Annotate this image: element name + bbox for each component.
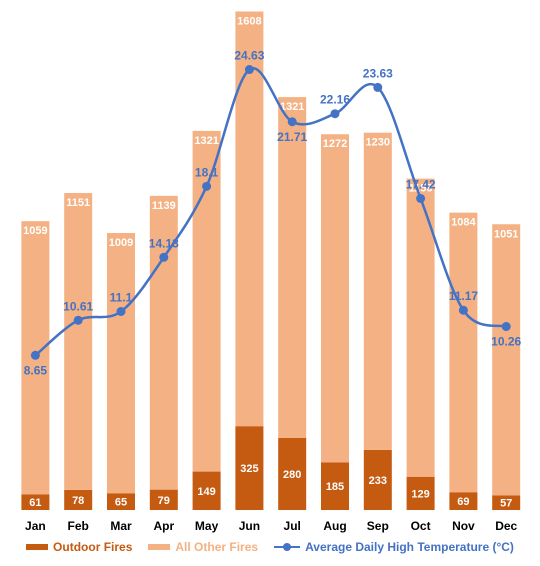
temperature-line: [34, 66, 507, 357]
bar-outdoor-fires-aug: [321, 462, 349, 510]
data-label-outdoor-jun: 325: [240, 463, 258, 475]
legend-label-other-fires: All Other Fires: [175, 540, 259, 554]
temperature-label-feb: 10.61: [63, 299, 93, 313]
x-tick-label-oct: Oct: [411, 519, 431, 533]
data-label-other-jan: 1059: [23, 225, 47, 237]
bar-outdoor-fires-may: [192, 471, 221, 510]
temperature-label-nov: 11.17: [449, 289, 479, 303]
data-label-outdoor-oct: 129: [411, 488, 429, 500]
data-label-outdoor-nov: 69: [457, 496, 469, 508]
legend-label-temperature: Average Daily High Temperature (°C): [305, 540, 514, 554]
x-tick-label-jan: Jan: [25, 519, 46, 533]
bar-outdoor-fires-apr: [149, 489, 178, 510]
bar-other-fires-mar: [107, 233, 135, 494]
legend-item-outdoor-fires: Outdoor Fires: [26, 540, 132, 554]
bar-other-fires-aug: [321, 134, 349, 463]
temperature-point-oct: [416, 193, 426, 203]
data-label-outdoor-apr: 79: [158, 495, 170, 507]
bar-other-fires-jul: [278, 97, 307, 438]
temperature-label-apr: 14.13: [149, 236, 179, 250]
data-label-other-jul: 1321: [280, 101, 304, 113]
data-label-outdoor-jan: 61: [29, 497, 41, 509]
x-tick-label-sep: Sep: [367, 519, 389, 533]
bar-outdoor-fires-feb: [64, 489, 93, 510]
x-tick-label-nov: Nov: [452, 519, 475, 533]
bar-outdoor-fires-oct: [406, 476, 435, 510]
data-label-other-sep: 1230: [366, 137, 390, 149]
temperature-point-feb: [73, 315, 83, 325]
temperature-label-jun: 24.63: [234, 49, 264, 63]
legend-label-outdoor-fires: Outdoor Fires: [53, 540, 133, 554]
data-label-other-apr: 1139: [152, 200, 176, 212]
temperature-point-apr: [159, 252, 169, 262]
temperature-label-sep: 23.63: [363, 66, 393, 80]
bar-outdoor-fires-dec: [492, 495, 521, 510]
temperature-label-aug: 22.16: [320, 93, 350, 107]
chart-area: 61 1059 78 1151 65 1009 79 1139 149 1321 325 1608 28…: [21, 11, 522, 533]
data-label-other-nov: 1084: [451, 217, 476, 229]
temperature-point-dec: [501, 322, 511, 332]
data-label-other-jun: 1608: [237, 15, 261, 27]
temperature-label-may: 18.1: [195, 165, 219, 179]
temperature-label-jan: 8.65: [24, 363, 48, 377]
temperature-point-nov: [458, 305, 468, 315]
legend-swatch-other-fires: [148, 544, 171, 550]
bar-outdoor-fires-nov: [449, 492, 478, 510]
data-label-other-may: 1321: [194, 135, 218, 147]
temperature-point-aug: [330, 109, 340, 119]
data-label-outdoor-aug: 185: [326, 481, 344, 493]
x-tick-label-jul: Jul: [284, 519, 301, 533]
legend-item-temperature: Average Daily High Temperature (°C): [274, 540, 514, 554]
data-label-outdoor-feb: 78: [72, 495, 84, 507]
x-tick-label-aug: Aug: [323, 519, 346, 533]
temperature-point-jul: [287, 117, 297, 127]
data-label-outdoor-may: 149: [197, 486, 215, 498]
temperature-point-jan: [30, 350, 40, 360]
bar-outdoor-fires-sep: [363, 449, 392, 510]
temperature-point-may: [202, 181, 212, 191]
data-label-outdoor-mar: 65: [115, 497, 127, 509]
x-tick-label-jun: Jun: [239, 519, 260, 533]
temperature-line-group: 8.65 10.61 11.1 14.13 18.1 24.63 21.71 22.16 23.…: [24, 49, 522, 378]
bar-other-fires-nov: [449, 212, 478, 493]
bar-other-fires-jun: [235, 11, 264, 427]
bar-other-fires-sep: [363, 132, 392, 450]
temperature-point-mar: [116, 306, 126, 316]
data-label-other-feb: 1151: [66, 197, 90, 209]
bar-outdoor-fires-jun: [235, 426, 264, 510]
bar-outdoor-fires-mar: [107, 493, 135, 510]
data-label-outdoor-dec: 57: [500, 498, 512, 510]
data-label-other-oct: 1156: [409, 183, 433, 195]
temperature-label-mar: 11.1: [110, 290, 133, 304]
temperature-point-sep: [373, 82, 383, 92]
legend-swatch-outdoor-fires: [26, 544, 49, 550]
bar-other-fires-feb: [64, 193, 93, 490]
bar-outdoor-fires-jan: [21, 494, 50, 510]
data-label-other-dec: 1051: [494, 228, 518, 240]
x-tick-label-feb: Feb: [68, 519, 89, 533]
category-labels: Jan Feb Mar Apr May Jun Jul Aug Sep Oct Nov Dec: [25, 519, 517, 533]
bars-group: 61 1059 78 1151 65 1009 79 1139 149 1321 325 1608 28…: [21, 11, 521, 510]
legend-swatch-temperature: [274, 542, 301, 552]
temperature-label-oct: 17.42: [406, 177, 436, 191]
data-label-other-mar: 1009: [109, 237, 133, 249]
temperature-label-jul: 21.71: [277, 130, 307, 144]
bar-other-fires-dec: [492, 224, 521, 496]
data-label-other-aug: 1272: [323, 138, 347, 150]
x-tick-label-apr: Apr: [153, 519, 174, 533]
data-label-outdoor-jul: 280: [283, 469, 301, 481]
data-label-outdoor-sep: 233: [369, 475, 387, 487]
legend-item-other-fires: All Other Fires: [148, 540, 258, 554]
x-tick-label-dec: Dec: [495, 519, 517, 533]
legend: Outdoor Fires All Other Fires Average Da…: [0, 540, 540, 554]
x-tick-label-mar: Mar: [110, 519, 132, 533]
bar-outdoor-fires-jul: [278, 437, 307, 510]
x-tick-label-may: May: [195, 519, 219, 533]
temperature-point-jun: [244, 65, 254, 75]
temperature-label-dec: 10.26: [491, 335, 521, 349]
